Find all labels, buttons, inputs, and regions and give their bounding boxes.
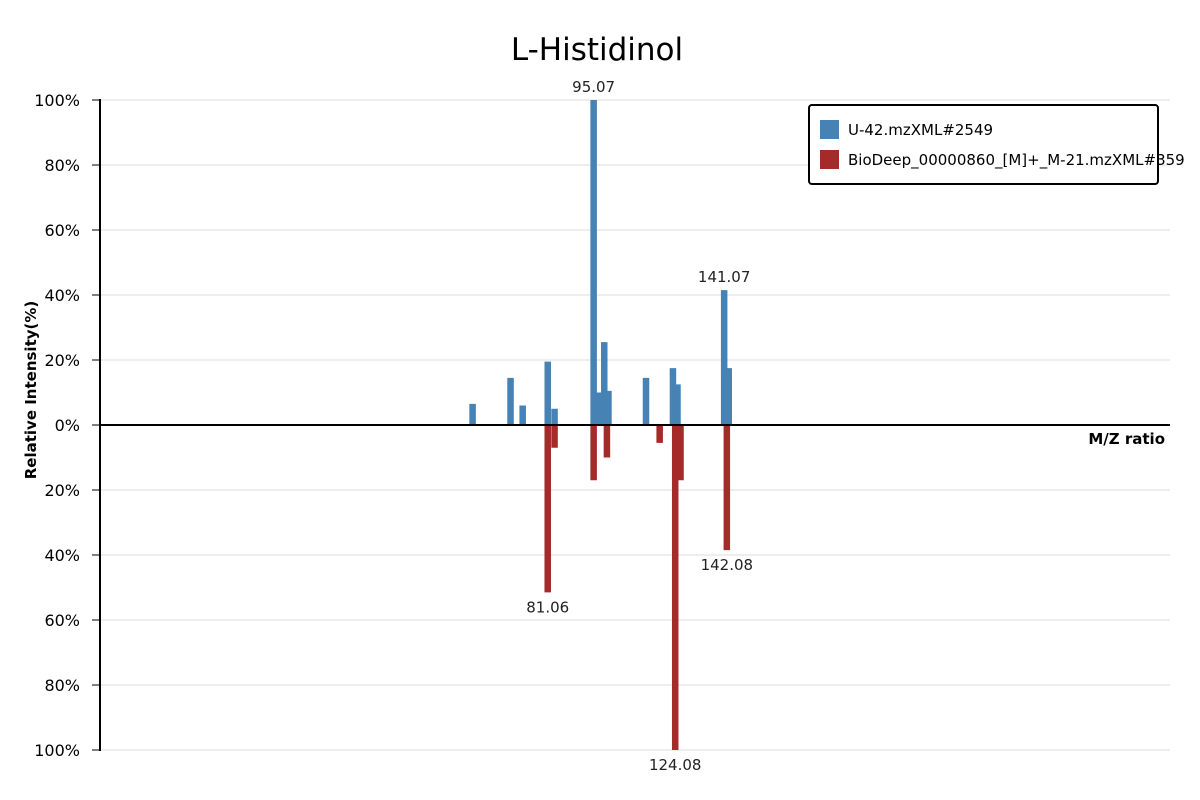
y-axis-title: Relative Intensity(%) — [22, 301, 40, 480]
y-tick-label: 40% — [44, 546, 80, 565]
reference-peak-bar — [671, 425, 679, 750]
legend-swatch-query — [820, 120, 839, 139]
query-peak-bar — [725, 368, 732, 425]
query-peak-bar — [507, 377, 514, 425]
query-peak-bar — [551, 408, 558, 425]
y-tick-label: 80% — [44, 676, 80, 695]
y-tick-label: 100% — [34, 741, 80, 760]
query-peak-bar — [544, 361, 551, 425]
reference-peak-bar — [551, 425, 558, 448]
query-peak-bar — [605, 390, 612, 425]
y-tick-label: 40% — [44, 286, 80, 305]
y-tick-label: 20% — [44, 481, 80, 500]
legend: U-42.mzXML#2549 BioDeep_00000860_[M]+_M-… — [808, 104, 1185, 185]
query-peak-bar — [601, 342, 608, 425]
reference-peak-label: 124.08 — [649, 756, 702, 774]
query-peak-bar — [596, 392, 603, 425]
legend-swatch-reference — [820, 150, 839, 169]
chart-title: L-Histidinol — [511, 32, 683, 68]
spectrum-bars — [469, 100, 732, 750]
x-axis-title: M/Z ratio — [1088, 430, 1165, 448]
peak-labels: 95.07 141.07 81.06 124.08 142.08 — [526, 78, 753, 774]
y-axis-ticks: 100% 80% 60% 40% 20% 0% 20% 40% 60% 80% 100% — [34, 91, 100, 760]
reference-peak-label: 81.06 — [526, 598, 569, 616]
y-tick-label: 100% — [34, 91, 80, 110]
query-peak-bar — [674, 384, 681, 425]
legend-label-reference: BioDeep_00000860_[M]+_M-21.mzXML#359 — [848, 151, 1185, 170]
y-tick-label: 60% — [44, 221, 80, 240]
reference-peak-bar — [590, 425, 597, 481]
y-tick-label: 0% — [55, 416, 80, 435]
query-peak-bar — [642, 377, 650, 425]
query-peak-bar — [669, 368, 677, 425]
reference-peak-bar — [544, 425, 551, 593]
query-peak-bar — [590, 100, 597, 425]
reference-peak-bar — [723, 425, 731, 551]
reference-peak-label: 142.08 — [701, 556, 754, 574]
legend-box — [808, 104, 1159, 185]
query-peak-bar — [519, 405, 526, 425]
query-peak-bar — [469, 403, 476, 425]
y-tick-label: 20% — [44, 351, 80, 370]
reference-peak-bar — [677, 425, 684, 481]
reference-peak-bar — [656, 425, 663, 443]
y-tick-label: 60% — [44, 611, 80, 630]
query-peak-bar — [720, 290, 728, 425]
query-peak-label: 141.07 — [698, 268, 751, 286]
y-tick-label: 80% — [44, 156, 80, 175]
reference-peak-bar — [603, 425, 611, 458]
query-peak-label: 95.07 — [572, 78, 615, 96]
legend-label-query: U-42.mzXML#2549 — [848, 121, 993, 139]
